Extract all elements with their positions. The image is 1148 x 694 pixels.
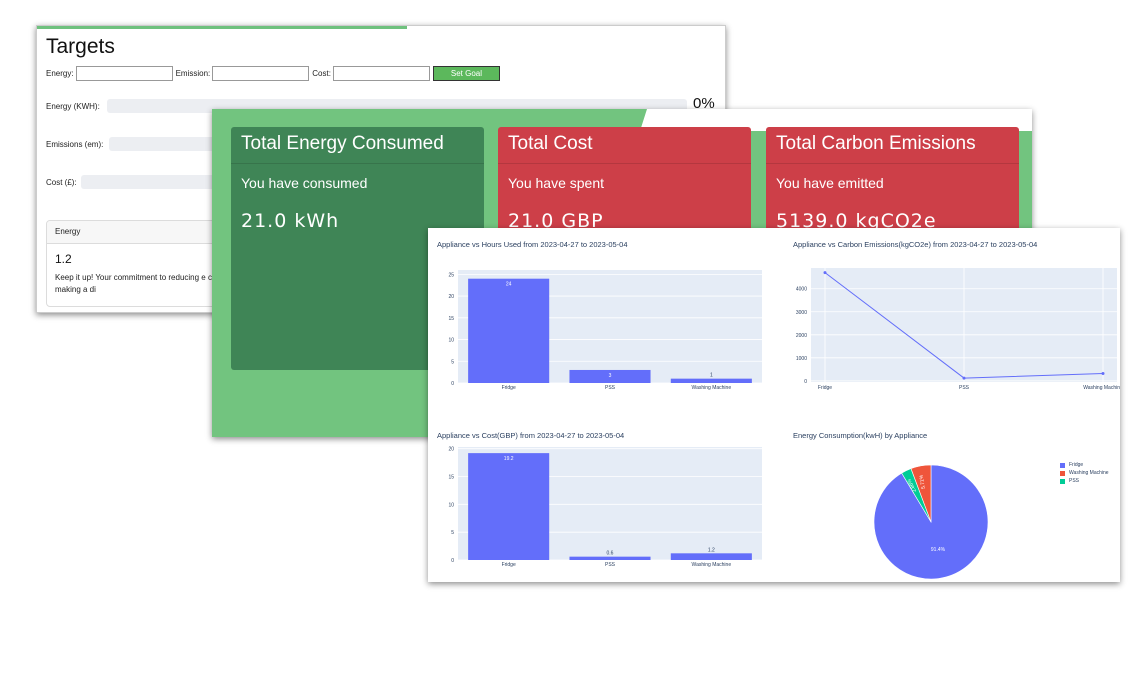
- goal-form: Energy: Emission: Cost: Set Goal: [46, 66, 500, 81]
- legend-label: Fridge: [1069, 462, 1084, 468]
- y-tick-label: 20: [448, 447, 454, 453]
- y-tick-label: 15: [448, 475, 454, 481]
- pie-legend-item-washing-machine: Washing Machine: [1060, 470, 1109, 476]
- cost-summary-card: Total Cost You have spent 21.0 GBP: [498, 127, 751, 247]
- y-tick-label: 25: [448, 272, 454, 278]
- energy-summary-title: Total Energy Consumed: [231, 127, 484, 164]
- bar-value-label: 19.2: [504, 456, 514, 462]
- legend-label: Washing Machine: [1069, 470, 1109, 476]
- hours-bar-chart: 0 5 10 15 20 25 24 Fridge 3 PSS 1 Washing Machine: [448, 270, 762, 391]
- energy-summary-value: 21.0 kWh: [241, 210, 340, 232]
- pie-legend-item-pss: PSS: [1060, 478, 1079, 484]
- cost-label: Cost:: [312, 69, 331, 78]
- pie-slice-label: 5.71%: [918, 474, 927, 490]
- x-tick-label: Fridge: [818, 385, 832, 391]
- cost-chart-title: Appliance vs Cost(GBP) from 2023-04-27 t…: [437, 431, 625, 440]
- y-tick-label: 2000: [796, 333, 807, 339]
- y-tick-label: 5: [451, 530, 454, 536]
- energy-pie-title: Energy Consumption(kwH) by Appliance: [793, 431, 928, 440]
- cost-summary-value: 21.0 GBP: [508, 210, 604, 232]
- y-tick-label: 4000: [796, 287, 807, 293]
- energy-input[interactable]: [75, 66, 173, 81]
- energy-progress-label: Energy (KWH):: [46, 102, 100, 111]
- x-tick-label: Washing Machine: [692, 562, 732, 568]
- cost-summary-subtitle: You have spent: [508, 175, 605, 191]
- y-tick-label: 1000: [796, 356, 807, 362]
- energy-pie-chart: 91.4% 2.86% 5.71%: [873, 464, 989, 580]
- charts-window: Appliance vs Hours Used from 2023-04-27 …: [428, 228, 1120, 582]
- emissions-chart-title: Appliance vs Carbon Emissions(kgCO2e) fr…: [793, 240, 1038, 249]
- x-tick-label: Washing Machine: [692, 385, 732, 391]
- set-goal-button[interactable]: Set Goal: [432, 66, 500, 81]
- emissions-summary-subtitle: You have emitted: [776, 175, 884, 191]
- legend-swatch: [1060, 478, 1065, 484]
- pie-slice-label: 91.4%: [931, 547, 946, 553]
- y-tick-label: 20: [448, 294, 454, 300]
- x-tick-label: PSS: [605, 562, 616, 568]
- bar-value-label: 24: [506, 282, 512, 288]
- energy-card-value: 1.2: [55, 252, 72, 266]
- cost-input[interactable]: [332, 66, 430, 81]
- pie-slice-label: 2.86%: [906, 477, 918, 493]
- bar-value-label: 0.6: [607, 551, 614, 557]
- emissions-progress-label: Emissions (em):: [46, 140, 104, 149]
- emissions-summary-title: Total Carbon Emissions: [766, 127, 1019, 164]
- energy-card-message: Keep it up! Your commitment to reducing …: [55, 273, 237, 294]
- y-tick-label: 0: [451, 558, 454, 564]
- emission-input[interactable]: [212, 66, 310, 81]
- bar: [569, 556, 651, 560]
- energy-progress-percent: 0%: [693, 95, 715, 112]
- page-title: Targets: [46, 35, 115, 58]
- legend-swatch: [1060, 462, 1065, 468]
- bar-value-label: 1.2: [708, 547, 715, 553]
- y-tick-label: 3000: [796, 310, 807, 316]
- x-tick-label: PSS: [605, 385, 616, 391]
- bar: [468, 278, 550, 383]
- y-tick-label: 0: [451, 381, 454, 387]
- energy-target-card: Energy 1.2 Keep it up! Your commitment t…: [46, 220, 238, 307]
- bar-value-label: 1: [710, 373, 713, 379]
- energy-label: Energy:: [46, 69, 74, 78]
- energy-summary-subtitle: You have consumed: [241, 175, 368, 191]
- x-tick-label: Fridge: [502, 385, 516, 391]
- bar: [569, 369, 651, 383]
- legend-label: PSS: [1069, 478, 1080, 484]
- y-tick-label: 10: [448, 502, 454, 508]
- y-tick-label: 5: [451, 359, 454, 365]
- x-tick-label: Fridge: [502, 562, 516, 568]
- bar: [468, 453, 550, 560]
- cost-progress-label: Cost (£):: [46, 178, 77, 187]
- hours-chart-title: Appliance vs Hours Used from 2023-04-27 …: [437, 240, 628, 249]
- emissions-summary-value: 5139.0 kgCO2e: [776, 210, 937, 232]
- legend-swatch: [1060, 470, 1065, 476]
- y-tick-label: 10: [448, 338, 454, 344]
- bar: [670, 553, 752, 560]
- targets-top-accent: [37, 26, 407, 29]
- series-point: [1101, 371, 1105, 375]
- bar-value-label: 3: [609, 373, 612, 379]
- series-point: [823, 271, 827, 275]
- pie-legend-item-fridge: Fridge: [1060, 462, 1083, 468]
- cost-bar-chart: 0 5 10 15 20 19.2 Fridge 0.6 PSS 1.2 Washing Machi…: [448, 447, 762, 568]
- y-tick-label: 0: [804, 379, 807, 385]
- bar: [670, 378, 752, 383]
- emissions-line-chart: 0 1000 2000 3000 4000 Fridge PSS Washing Machin…: [796, 268, 1120, 391]
- y-tick-label: 15: [448, 316, 454, 322]
- emissions-summary-card: Total Carbon Emissions You have emitted …: [766, 127, 1019, 247]
- x-tick-label: PSS: [959, 385, 970, 391]
- cost-summary-title: Total Cost: [498, 127, 751, 164]
- emission-label: Emission:: [175, 69, 211, 78]
- pie-slice: [910, 464, 932, 523]
- x-tick-label: Washing Machine: [1083, 385, 1120, 391]
- energy-card-header: Energy: [47, 221, 237, 244]
- series-point: [962, 376, 966, 380]
